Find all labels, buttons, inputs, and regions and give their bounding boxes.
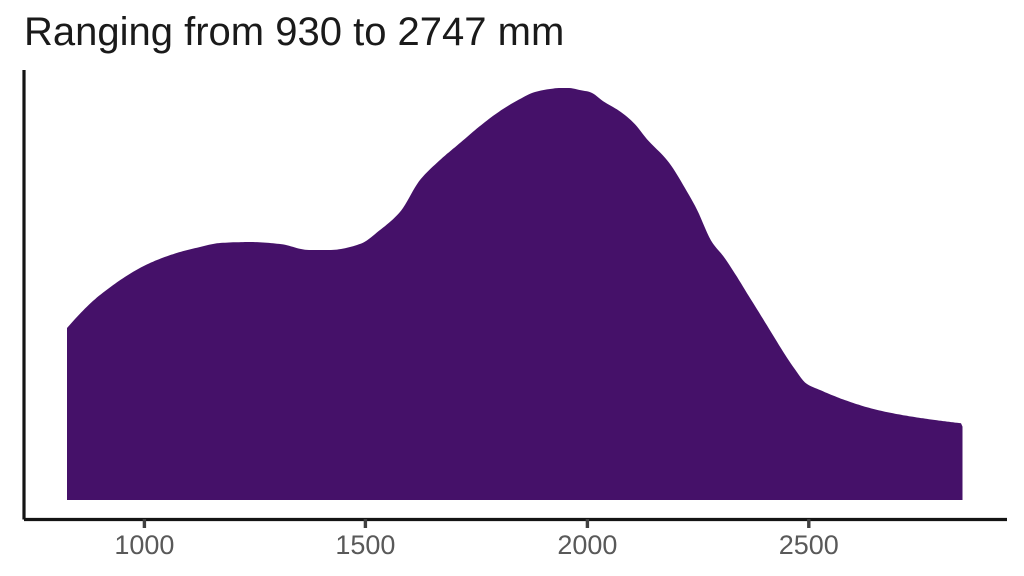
svg-text:2000: 2000 bbox=[557, 530, 617, 560]
svg-text:1500: 1500 bbox=[335, 530, 395, 560]
svg-text:2500: 2500 bbox=[779, 530, 839, 560]
svg-text:1000: 1000 bbox=[114, 530, 174, 560]
